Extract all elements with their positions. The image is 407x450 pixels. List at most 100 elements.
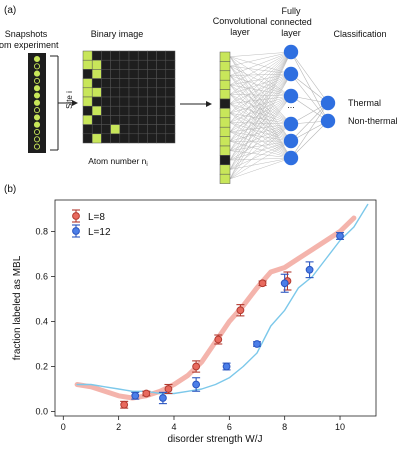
pixel-1-7 [147,59,157,70]
pixel-7-0 [82,115,93,125]
conv-cell-1 [219,61,231,72]
point-L=8 [164,385,173,393]
pixel-4-0 [82,87,93,98]
edge-conv-fc [229,51,292,104]
pixel-8-6 [137,124,148,135]
snapshot-atom-7 [33,107,41,114]
snapshot-atom-11 [33,136,41,143]
pixel-5-7 [147,96,157,107]
legend-label-L=8: L=8 [88,212,105,223]
edge-conv-fc [229,73,292,76]
data-points [120,232,345,409]
point-L=12 [222,362,231,371]
pixel-0-8 [156,50,167,61]
pixel-4-5 [128,87,139,98]
pixel-2-0 [82,69,93,79]
edge-conv-fc [229,75,292,125]
pixel-5-8 [156,96,167,107]
pixel-4-7 [147,87,157,98]
edge-conv-fc [229,51,292,142]
point-L=8 [192,362,201,371]
edge-conv-fc [229,103,292,125]
conv-cell-6 [219,108,231,119]
pixel-7-4 [119,115,130,125]
edge-conv-fc [229,112,292,159]
pixel-3-8 [156,78,167,89]
edge-conv-fc [229,103,292,159]
sim-line-1 [76,203,369,395]
snapshot-atom-3 [33,77,41,84]
pixel-2-3 [110,69,121,79]
pixel-9-0 [82,133,93,144]
pixel-8-2 [101,124,111,135]
pixel-7-1 [91,115,102,125]
conv-cell-4 [219,89,231,100]
snapshot-atom-5 [33,92,41,99]
classification-title: Classification [333,29,386,39]
pixel-5-2 [101,96,111,107]
pixel-3-9 [165,78,176,89]
point-L=8 [120,400,129,409]
pixel-6-3 [110,105,121,116]
pixel-1-8 [156,59,167,70]
plot-frame [54,199,377,417]
pixel-6-6 [137,105,148,116]
snapshots-title-line2: from experiment [0,40,59,50]
edge-conv-fc [229,51,292,123]
pixel-2-9 [165,69,176,79]
snapshot-atom-9 [33,121,41,128]
edge-conv-fc [229,73,292,114]
axis-ticks: 0 2 4 6 8 10 0.0 0.2 0.4 0.6 0.8 [35,227,345,433]
x-tick-label: 8 [282,422,287,432]
pixel-0-7 [147,50,157,61]
arrow-right-icon [72,100,78,106]
pixel-7-6 [137,115,148,125]
pixel-5-5 [128,96,139,107]
y-tick-label: 0.0 [35,407,48,417]
snapshot-atom-6 [33,99,41,106]
fc-node-5 [283,150,299,166]
pixel-5-6 [137,96,148,107]
point-L=12 [131,391,140,400]
edge-conv-fc [229,73,292,86]
pixel-8-4 [119,124,130,135]
conv-layer-title-line2: layer [230,27,250,37]
pixel-7-8 [156,115,167,125]
pixel-4-8 [156,87,167,98]
pixel-9-4 [119,133,130,144]
edge-conv-fc [229,73,292,95]
edge-conv-fc [229,51,292,161]
edge-conv-fc [229,51,292,151]
conv-cell-12 [219,164,231,175]
fc-node-3 [283,116,299,132]
x-tick-label: 6 [227,422,232,432]
edge-conv-fc [229,75,292,142]
snapshot-atom-4 [33,85,41,92]
edge-conv-fc [229,123,292,133]
fc-ellipsis: ... [287,100,295,110]
pixel-5-4 [119,96,130,107]
edge-conv-fc [229,56,292,142]
x-tick-label: 4 [171,422,176,432]
edge-conv-fc [229,157,292,170]
simulation-lines [74,203,369,401]
x-axis-label: disorder strength W/J [167,434,262,445]
pixel-6-9 [165,105,176,116]
edge-conv-fc [229,122,292,125]
pixel-1-9 [165,59,176,70]
pixel-0-2 [101,50,111,61]
pixel-6-0 [82,105,93,116]
y-tick-label: 0.2 [35,362,48,372]
edge-conv-fc [229,157,292,180]
conv-layer-column [219,51,231,184]
pixel-2-4 [119,69,130,79]
edge-conv-fc [229,122,292,159]
x-tick-label: 0 [61,422,66,432]
legend-label-L=12: L=12 [88,227,111,238]
edge-conv-fc [229,73,292,133]
network-edges [229,51,329,180]
edge-conv-fc [229,131,292,159]
snapshot-atom-2 [33,70,41,77]
edge-conv-fc [229,51,292,170]
edge-conv-fc [229,103,292,142]
